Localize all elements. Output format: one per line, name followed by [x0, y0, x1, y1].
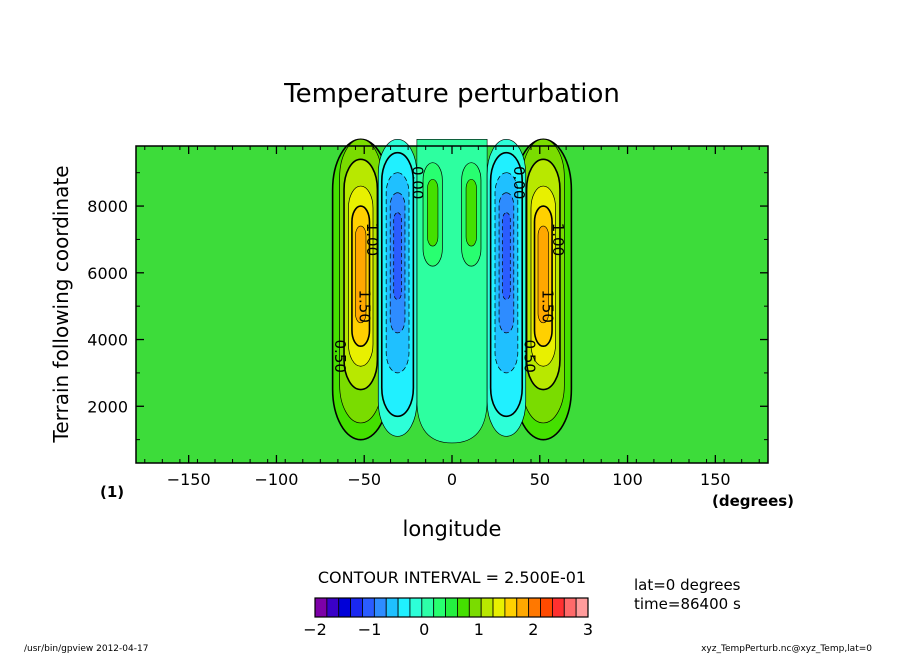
contour-labels: 0.50 1.00 1.50 0.00 0.00 1.00 1.50 0.50 [331, 166, 567, 373]
chart-title: Temperature perturbation [283, 79, 620, 109]
colorbar-swatch [492, 597, 506, 618]
contour-label: 0.50 [331, 340, 349, 373]
colorbar-tick-label: −1 [358, 620, 382, 639]
colorbar-swatch [314, 597, 328, 618]
contour-label: 1.50 [538, 289, 556, 322]
y-axis-title: Terrain following coordinate [49, 165, 73, 443]
lat-annotation: lat=0 degrees [634, 576, 741, 594]
colorbar-swatch [528, 597, 541, 618]
right-contour-1.75 [537, 225, 549, 324]
colorbar-swatch [457, 597, 470, 618]
contour-interval-text: CONTOUR INTERVAL = 2.500E-01 [318, 568, 586, 587]
colorbar-swatch [421, 597, 435, 618]
colorbar-tick-label: 0 [419, 620, 429, 639]
left-contour-neg0.75 [393, 212, 402, 300]
contour-label: 1.50 [356, 289, 374, 322]
y-tick-label: 2000 [87, 397, 128, 416]
colorbar-swatch [350, 597, 363, 618]
colorbar-swatch [504, 597, 518, 618]
colorbar-swatch [397, 597, 411, 618]
x-tick-label: 150 [700, 470, 731, 489]
right-contour-neg0.75 [502, 212, 511, 300]
y-tick-label: 8000 [87, 197, 128, 216]
colorbar-swatch [551, 597, 565, 618]
x-tick-label: −50 [347, 470, 381, 489]
contour-label: 1.00 [549, 223, 567, 256]
central-lobe-left-inner [427, 179, 439, 247]
x-axis: −150 −100 −50 0 50 100 150 [144, 146, 760, 489]
contour-label: 1.00 [363, 223, 381, 256]
contour-fields [331, 138, 573, 444]
x-units-label: (degrees) [712, 492, 794, 510]
x-tick-label: 50 [530, 470, 550, 489]
plot-area: 0.50 1.00 1.50 0.00 0.00 1.00 1.50 0.50 [135, 138, 769, 464]
left-contour-1.75 [355, 225, 367, 324]
x-tick-label: 100 [612, 470, 643, 489]
colorbar-tick-label: 2 [528, 620, 538, 639]
colorbar-swatch [326, 597, 340, 618]
x-tick-label: −100 [254, 470, 298, 489]
x-tick-label: −150 [167, 470, 211, 489]
y-tick-label: 4000 [87, 331, 128, 350]
colorbar-swatch [338, 597, 352, 618]
colorbar-tick-label: 3 [583, 620, 593, 639]
colorbar-swatch [362, 597, 375, 618]
x-tick-label: 0 [447, 470, 457, 489]
contour-label: 0.00 [510, 166, 528, 199]
y-axis: 2000 4000 6000 8000 [87, 172, 768, 441]
y-tick-label: 6000 [87, 264, 128, 283]
colorbar-swatch [445, 597, 458, 618]
colorbar-swatch [480, 597, 494, 618]
colorbar-swatch [563, 597, 577, 618]
footer-left: /usr/bin/gpview 2012-04-17 [24, 644, 148, 654]
colorbar-swatch [540, 597, 553, 618]
x-axis-title: longitude [403, 517, 502, 541]
colorbar-tick-label: 1 [474, 620, 484, 639]
colorbar-swatch [516, 597, 530, 618]
colorbar-swatch [373, 597, 387, 618]
contour-label: 0.00 [408, 166, 426, 199]
central-lobe-right-inner [465, 179, 477, 247]
time-annotation: time=86400 s [634, 595, 741, 613]
colorbar-tick-label: −2 [303, 620, 327, 639]
colorbar [314, 597, 589, 618]
colorbar-swatch [433, 597, 446, 618]
panel-label: (1) [100, 483, 124, 501]
colorbar-swatch [409, 597, 423, 618]
contour-label: 0.50 [521, 340, 539, 373]
colorbar-frame [314, 597, 589, 618]
colorbar-swatch [468, 597, 482, 618]
colorbar-swatch [385, 597, 399, 618]
colorbar-tick-labels: −2 −1 0 1 2 3 [303, 620, 593, 639]
colorbar-swatch [575, 597, 589, 618]
footer-right: xyz_TempPerturb.nc@xyz_Temp,lat=0 [701, 644, 872, 654]
